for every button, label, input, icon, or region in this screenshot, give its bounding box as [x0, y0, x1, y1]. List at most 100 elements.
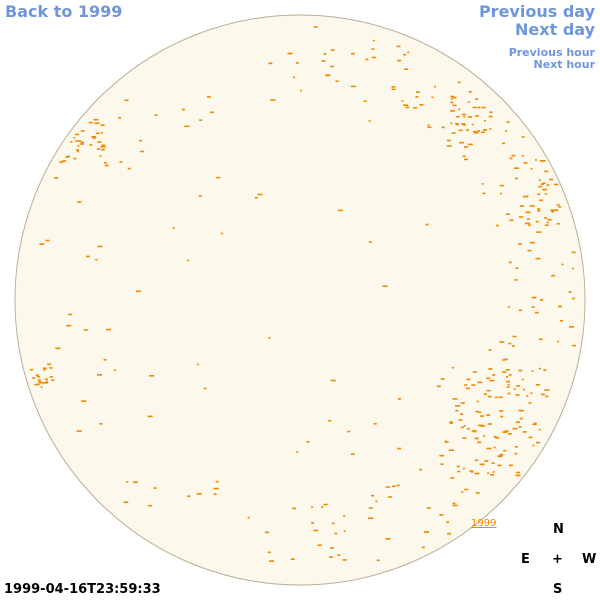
sky-marker: [210, 111, 215, 114]
sky-marker: [363, 100, 367, 102]
sky-marker: [520, 205, 525, 207]
sky-marker: [89, 144, 93, 146]
sky-marker: [526, 395, 529, 397]
sky-marker: [403, 104, 409, 106]
sky-marker: [431, 96, 434, 99]
sky-marker: [503, 449, 507, 452]
sky-marker: [75, 133, 79, 136]
sky-marker: [415, 96, 419, 98]
sky-marker: [511, 154, 516, 157]
sky-marker: [542, 182, 546, 184]
sky-marker: [544, 170, 549, 173]
sky-marker: [350, 453, 355, 455]
sky-marker: [434, 85, 436, 88]
sky-marker: [97, 245, 103, 248]
previous-day-link[interactable]: Previous day: [478, 2, 595, 21]
sky-marker: [519, 417, 523, 420]
sky-marker: [560, 320, 563, 322]
sky-marker: [515, 474, 521, 477]
sky-marker: [534, 311, 539, 314]
sky-marker: [441, 126, 445, 129]
sky-marker: [456, 465, 460, 468]
sky-marker: [471, 430, 477, 432]
sky-marker: [538, 428, 541, 431]
sky-marker: [571, 251, 576, 254]
sky-marker: [455, 405, 461, 407]
sky-marker: [444, 440, 447, 443]
sky-marker: [295, 62, 299, 64]
sky-marker: [527, 218, 530, 220]
sky-marker: [462, 437, 467, 439]
sky-marker: [477, 130, 481, 132]
compass-west: W: [582, 552, 597, 567]
sky-marker: [527, 249, 532, 252]
sky-marker: [492, 471, 495, 473]
sky-marker: [521, 136, 525, 138]
sky-marker: [464, 158, 468, 161]
sky-marker: [518, 309, 522, 312]
sky-marker: [66, 324, 72, 327]
sky-marker: [489, 379, 495, 382]
year-label[interactable]: 1999: [471, 518, 496, 529]
sky-marker: [549, 178, 554, 181]
sky-marker: [473, 130, 477, 133]
sky-marker: [547, 219, 552, 221]
sky-marker: [254, 197, 258, 199]
sky-marker: [39, 243, 45, 245]
sky-marker: [55, 347, 61, 350]
sky-marker: [515, 421, 520, 423]
sky-marker: [140, 150, 145, 153]
sky-marker: [126, 481, 129, 483]
sky-marker: [73, 157, 77, 160]
sky-marker: [81, 400, 87, 402]
sky-marker: [451, 132, 456, 134]
sky-marker: [515, 177, 518, 180]
sky-marker: [425, 223, 429, 226]
sky-marker: [81, 141, 84, 144]
sky-marker: [83, 329, 88, 331]
compass-east: E: [521, 552, 530, 567]
next-day-link[interactable]: Next day: [515, 20, 595, 39]
sky-marker: [508, 261, 512, 264]
sky-marker: [497, 464, 502, 467]
sky-marker: [554, 183, 559, 186]
sky-marker: [62, 160, 67, 162]
sky-marker: [495, 437, 500, 439]
timestamp: 1999-04-16T23:59:33: [4, 582, 161, 597]
sky-marker: [35, 374, 39, 376]
sky-marker: [350, 85, 356, 88]
sky-marker: [329, 556, 334, 558]
sky-marker: [446, 139, 451, 142]
sky-marker: [220, 232, 223, 235]
sky-marker: [337, 554, 341, 556]
sky-marker: [330, 65, 334, 68]
sky-marker: [452, 398, 458, 400]
sky-marker: [497, 455, 503, 458]
sky-marker: [373, 423, 377, 425]
sky-marker: [475, 98, 479, 100]
sky-marker: [572, 344, 577, 347]
sky-marker: [440, 463, 444, 465]
sky-marker: [365, 58, 369, 61]
sky-marker: [551, 210, 555, 213]
sky-marker: [97, 374, 102, 376]
sky-marker: [471, 123, 474, 126]
sky-marker: [43, 367, 47, 370]
sky-marker: [123, 501, 129, 503]
previous-hour-link[interactable]: Previous hour: [508, 46, 595, 59]
sky-marker: [471, 384, 476, 386]
sky-marker: [537, 210, 541, 212]
back-to-1999-link[interactable]: Back to 1999: [5, 2, 123, 21]
sky-marker: [330, 379, 336, 382]
sky-marker: [472, 106, 477, 109]
sky-marker: [457, 470, 461, 473]
sky-marker: [118, 117, 122, 119]
sky-marker: [495, 224, 499, 227]
next-hour-link[interactable]: Next hour: [533, 58, 596, 71]
sky-marker: [440, 378, 445, 380]
sky-marker: [323, 53, 327, 55]
sky-marker: [507, 383, 510, 386]
sky-marker: [290, 558, 295, 560]
sky-marker: [459, 141, 465, 144]
sky-marker: [452, 104, 457, 107]
